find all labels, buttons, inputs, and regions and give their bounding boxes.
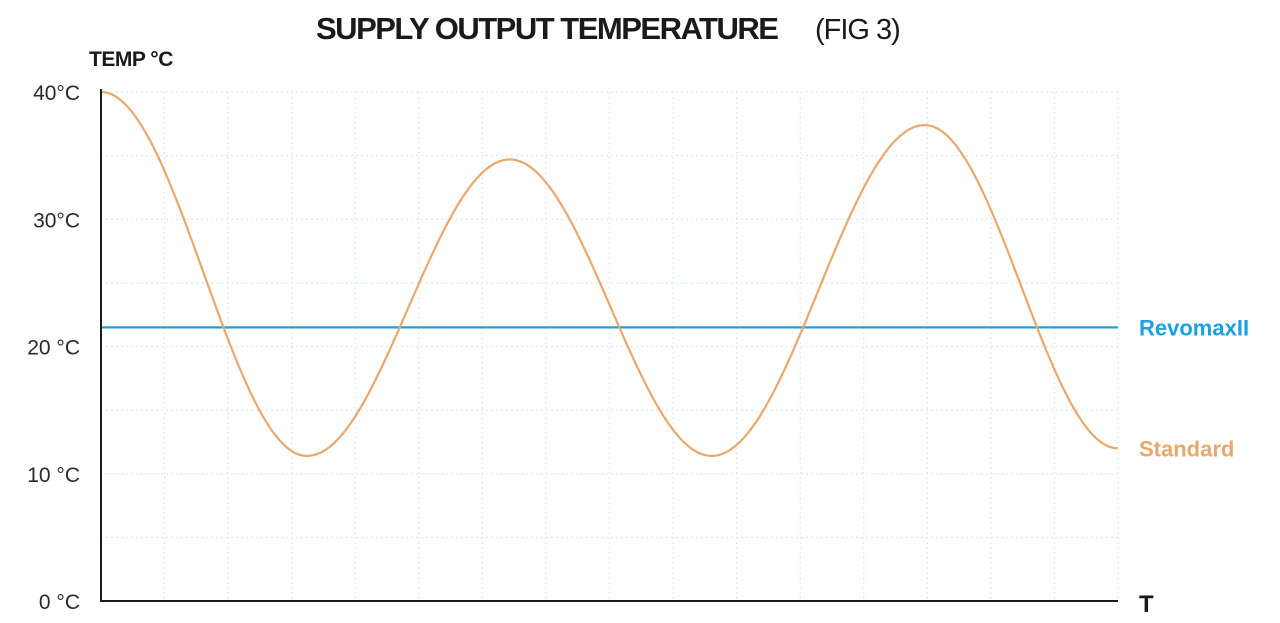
x-axis-label: T <box>1139 591 1154 618</box>
y-tick-label: 20 °C <box>27 337 80 360</box>
y-tick-label: 0 °C <box>39 591 80 614</box>
legend-label-revomaxii: RevomaxII <box>1139 315 1249 340</box>
chart-subtitle: (FIG 3) <box>815 14 900 46</box>
y-tick-label: 30°C <box>33 209 80 232</box>
series-line-standard <box>100 90 1119 458</box>
y-axis-label: TEMP °C <box>89 48 173 71</box>
series-group <box>100 90 1119 458</box>
legend: RevomaxII Standard <box>1139 315 1249 461</box>
y-tick-label: 40°C <box>33 82 80 105</box>
y-tick-labels: 0 °C 10 °C 20 °C 30°C 40°C <box>27 82 80 614</box>
chart-title: SUPPLY OUTPUT TEMPERATURE <box>316 11 778 46</box>
y-tick-label: 10 °C <box>27 464 80 487</box>
legend-label-standard: Standard <box>1139 436 1234 461</box>
grid <box>101 91 1119 601</box>
